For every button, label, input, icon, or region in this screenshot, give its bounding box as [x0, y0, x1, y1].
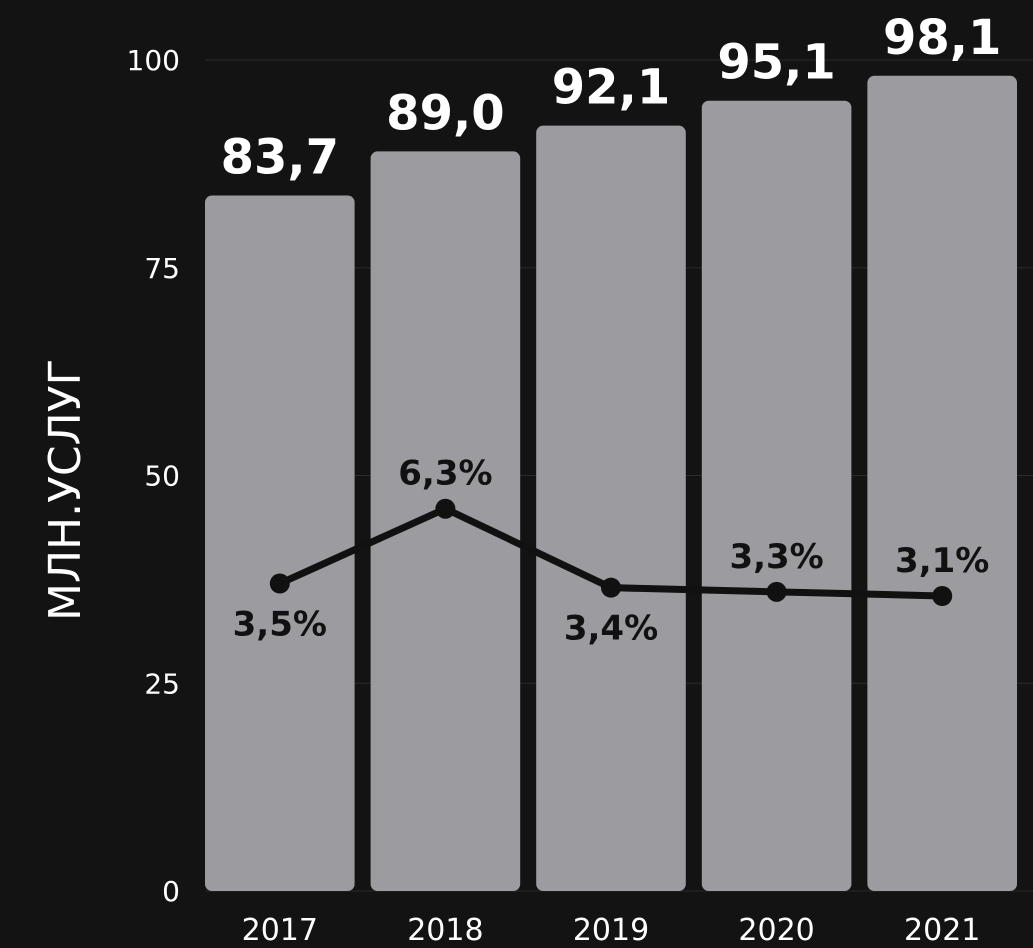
y-tick-label: 100	[127, 44, 180, 77]
x-tick-label: 2021	[904, 913, 980, 948]
bar-value-label: 83,7	[221, 129, 339, 185]
y-axis-label: МЛН.УСЛУГ	[40, 358, 91, 621]
x-tick-label: 2020	[738, 913, 814, 948]
line-point-label: 3,4%	[564, 609, 658, 649]
line-point	[932, 585, 953, 606]
line-point-label: 3,5%	[233, 605, 327, 645]
bar	[867, 75, 1017, 891]
x-tick-label: 2018	[407, 913, 483, 948]
bar-value-label: 98,1	[883, 10, 1001, 66]
bar-value-label: 95,1	[717, 35, 835, 91]
line-point	[766, 581, 787, 602]
line-point-label: 3,3%	[729, 537, 823, 577]
line-point-label: 3,1%	[895, 541, 989, 581]
y-tick-label: 75	[144, 252, 180, 285]
y-tick-label: 50	[144, 460, 180, 493]
bar-value-label: 89,0	[386, 85, 504, 141]
x-tick-label: 2019	[573, 913, 649, 948]
line-point	[435, 498, 456, 519]
bar	[536, 125, 686, 892]
line-point-label: 6,3%	[398, 454, 492, 494]
y-tick-label: 0	[162, 875, 180, 908]
bar-value-label: 92,1	[552, 60, 670, 116]
y-tick-label: 25	[144, 667, 180, 700]
line-point	[269, 573, 290, 594]
bar	[701, 100, 852, 892]
bar	[370, 151, 521, 891]
x-tick-label: 2017	[242, 913, 318, 948]
bar	[205, 195, 355, 891]
line-point	[601, 577, 621, 598]
